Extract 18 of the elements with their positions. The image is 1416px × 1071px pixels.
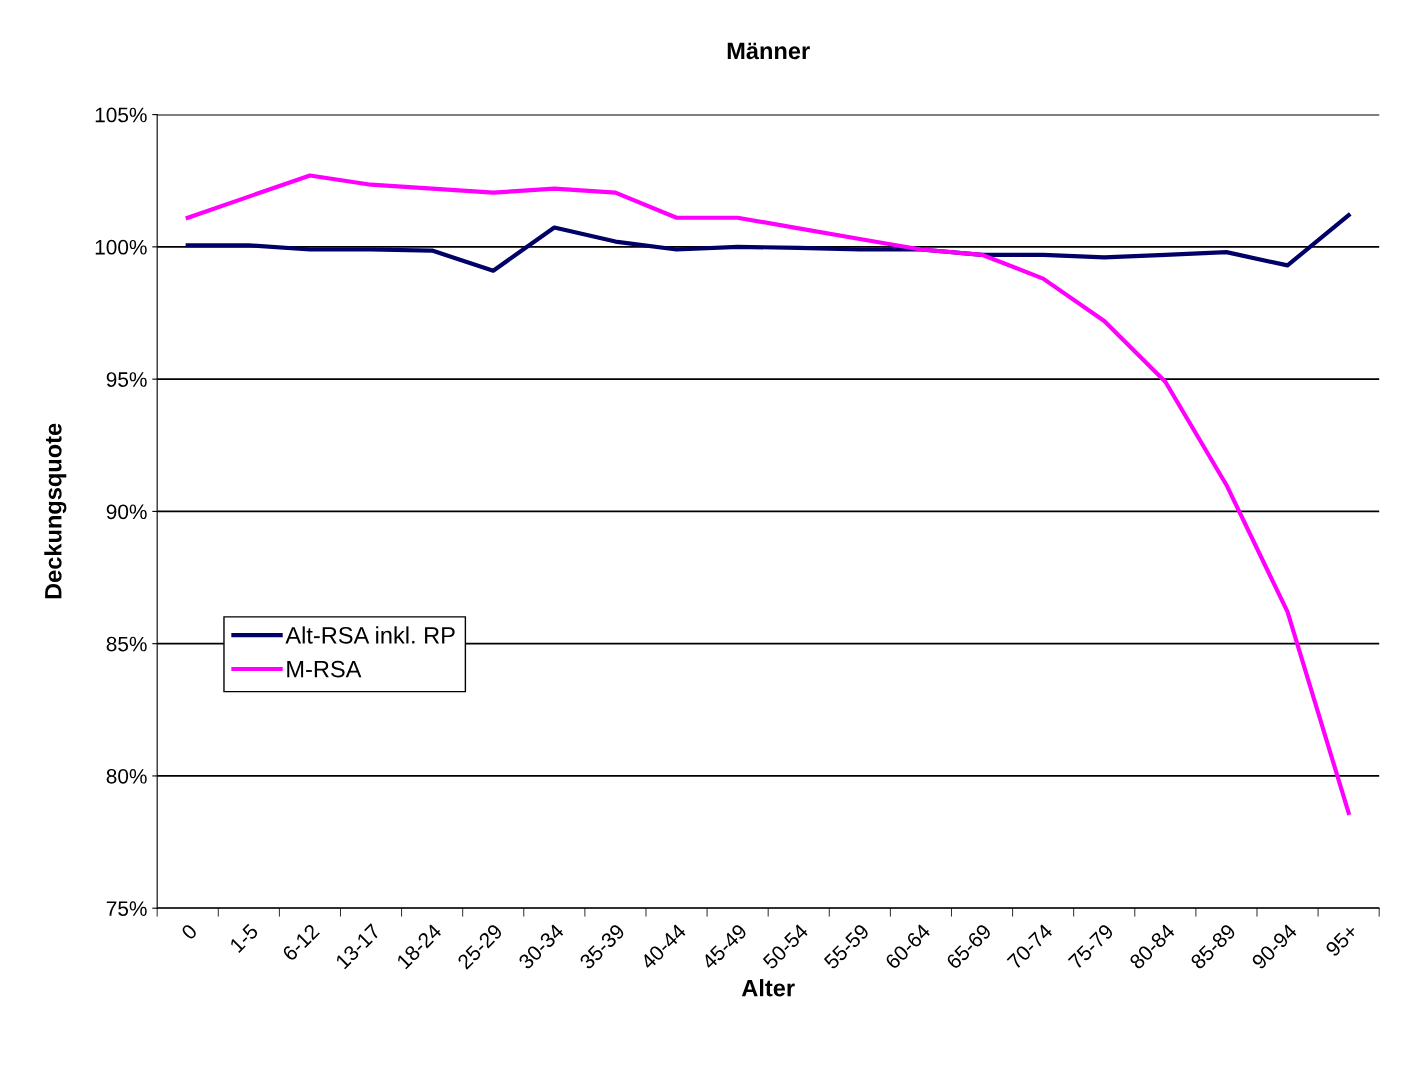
y-tick-label: 90% bbox=[106, 504, 147, 520]
line-series bbox=[185, 213, 1351, 273]
x-tick-label: 6-12 bbox=[281, 923, 321, 962]
chart-title: Männer bbox=[727, 42, 810, 60]
x-tick-label: 1-5 bbox=[229, 923, 260, 954]
legend-label: Alt-RSA inkl. RP bbox=[285, 626, 455, 644]
legend-label: M-RSA bbox=[287, 660, 362, 678]
y-tick-label: 95% bbox=[106, 372, 147, 387]
y-tick-label: 80% bbox=[106, 768, 147, 784]
x-tick-label: 0 bbox=[180, 923, 198, 941]
line-series bbox=[185, 173, 1351, 816]
y-tick-label: 75% bbox=[106, 901, 147, 916]
x-axis-title: Alter bbox=[741, 979, 795, 997]
y-tick-label: 105% bbox=[95, 107, 147, 123]
y-tick-label: 85% bbox=[106, 636, 147, 652]
y-axis-title: Deckungsquote bbox=[44, 423, 67, 599]
x-tick-label: 95+ bbox=[1324, 923, 1359, 958]
y-tick-label: 100% bbox=[95, 239, 147, 255]
